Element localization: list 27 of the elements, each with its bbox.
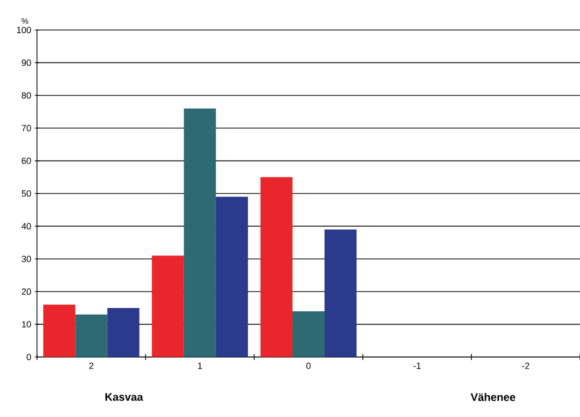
bar — [75, 314, 108, 357]
y-tick-label: 30 — [22, 256, 32, 262]
y-tick-label: 10 — [22, 321, 32, 328]
x-tick-label: 0 — [306, 362, 311, 369]
y-tick-label: 40 — [22, 223, 32, 230]
y-tick-label: 0 — [26, 354, 32, 360]
y-tick-label: 50 — [22, 190, 32, 197]
bar — [107, 308, 140, 357]
bar — [324, 229, 357, 357]
x-tick-label: -2 — [522, 362, 530, 369]
bar — [43, 304, 76, 357]
bar — [260, 177, 292, 357]
bar — [216, 196, 248, 357]
bar — [184, 108, 216, 357]
x-tick-label: 2 — [89, 362, 94, 369]
text: Vähenee — [470, 392, 516, 402]
text: Kasvaa — [105, 393, 144, 401]
bar — [152, 256, 184, 357]
y-tick-label: 90 — [22, 60, 32, 66]
bar — [292, 311, 325, 357]
y-tick-label: 20 — [22, 288, 32, 295]
y-tick-label: 70 — [22, 124, 32, 132]
y-tick-label: 100 — [17, 26, 32, 34]
y-tick-label: 80 — [22, 92, 32, 99]
y-tick-label: 60 — [22, 158, 32, 164]
x-tick-label: -1 — [414, 362, 421, 369]
x-tick-label: 1 — [198, 362, 202, 369]
